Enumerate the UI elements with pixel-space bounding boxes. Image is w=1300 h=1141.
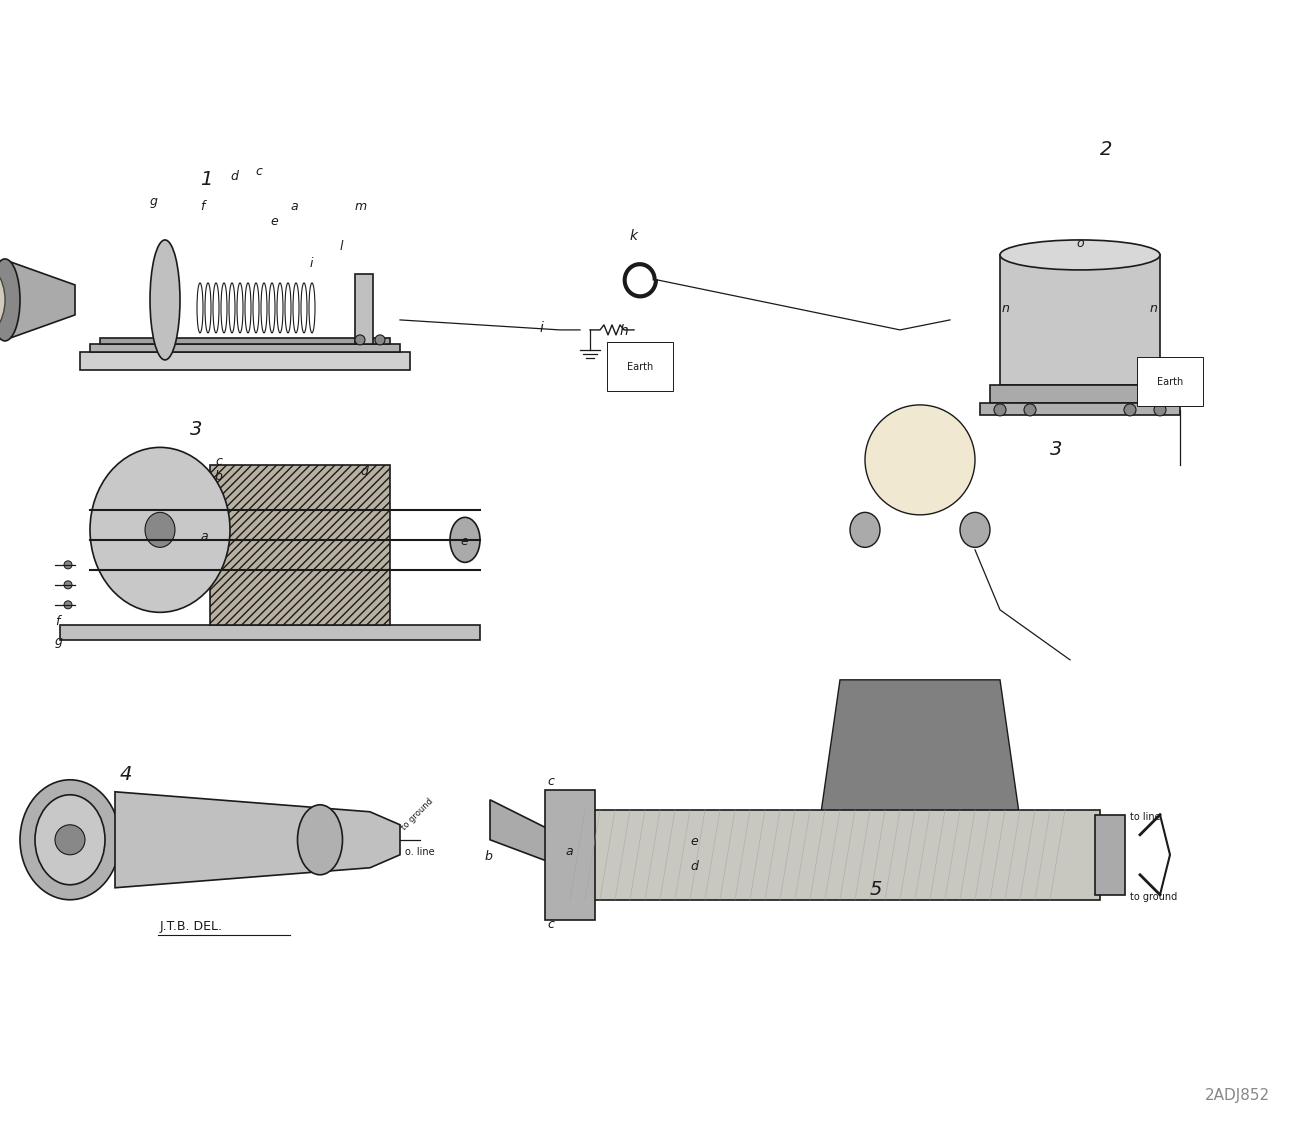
Text: f: f	[200, 200, 204, 213]
Text: g: g	[55, 634, 62, 648]
Text: J.T.B. DEL.: J.T.B. DEL.	[160, 920, 224, 932]
Ellipse shape	[90, 447, 230, 613]
Bar	[100, 338, 390, 343]
Text: a: a	[200, 529, 208, 543]
Text: to ground: to ground	[400, 796, 436, 832]
Ellipse shape	[20, 779, 120, 900]
Text: f: f	[55, 615, 60, 628]
Ellipse shape	[959, 512, 991, 548]
Text: 2ADJ852: 2ADJ852	[1205, 1089, 1270, 1103]
Ellipse shape	[298, 804, 342, 875]
Text: c: c	[214, 455, 222, 468]
Bar	[1000, 254, 1160, 385]
Ellipse shape	[450, 517, 480, 563]
Polygon shape	[490, 800, 569, 869]
Text: e: e	[270, 215, 278, 228]
Polygon shape	[5, 260, 75, 340]
Circle shape	[1124, 404, 1136, 415]
Bar	[60, 625, 480, 640]
Circle shape	[355, 335, 365, 345]
Ellipse shape	[0, 259, 20, 341]
Bar	[991, 385, 1170, 403]
Circle shape	[864, 405, 975, 515]
Text: 5: 5	[870, 880, 883, 899]
Text: to line: to line	[1130, 811, 1161, 822]
Text: i: i	[309, 257, 313, 270]
Text: a: a	[290, 200, 298, 213]
Text: k: k	[630, 229, 638, 243]
Circle shape	[1154, 404, 1166, 415]
Circle shape	[374, 335, 385, 345]
Circle shape	[64, 581, 72, 589]
Circle shape	[1024, 404, 1036, 415]
Circle shape	[994, 404, 1006, 415]
Text: d: d	[690, 860, 698, 873]
Circle shape	[64, 561, 72, 569]
Text: e: e	[460, 535, 468, 548]
Text: a: a	[566, 844, 572, 858]
Text: l: l	[341, 240, 343, 253]
Text: d: d	[230, 170, 238, 183]
Circle shape	[64, 601, 72, 609]
Text: b: b	[485, 850, 493, 863]
Ellipse shape	[146, 512, 176, 548]
Bar	[211, 464, 390, 625]
Bar	[355, 274, 373, 343]
Text: 4: 4	[120, 764, 133, 784]
Bar	[569, 810, 1100, 900]
Ellipse shape	[150, 240, 179, 359]
Text: o. line: o. line	[406, 847, 434, 857]
Circle shape	[55, 825, 84, 855]
Text: 3: 3	[1050, 440, 1062, 459]
Polygon shape	[114, 792, 400, 888]
Text: c: c	[547, 775, 554, 787]
Bar	[980, 403, 1180, 415]
Text: c: c	[255, 165, 261, 178]
Text: g: g	[150, 195, 157, 208]
Text: Earth: Earth	[1157, 377, 1183, 387]
Text: 1: 1	[200, 170, 212, 189]
Text: alamy: alamy	[30, 1075, 181, 1117]
Text: 3: 3	[190, 420, 203, 439]
Text: Earth: Earth	[627, 362, 653, 372]
Text: d: d	[360, 464, 368, 478]
Text: o: o	[1076, 237, 1084, 250]
Bar	[1095, 815, 1124, 895]
Text: h: h	[620, 324, 629, 338]
Text: to ground: to ground	[1130, 892, 1178, 901]
Bar	[545, 790, 595, 920]
Text: m: m	[355, 200, 367, 213]
Text: e: e	[690, 835, 698, 848]
Text: n: n	[1150, 302, 1158, 315]
Bar	[90, 343, 400, 351]
Ellipse shape	[1000, 240, 1160, 270]
Ellipse shape	[35, 795, 105, 884]
Text: n: n	[1002, 302, 1010, 315]
Text: 2: 2	[1100, 140, 1113, 159]
Ellipse shape	[850, 512, 880, 548]
Text: i: i	[540, 321, 543, 335]
Text: c: c	[547, 917, 554, 931]
Bar	[81, 351, 410, 370]
Text: b: b	[214, 470, 222, 483]
Polygon shape	[820, 680, 1020, 819]
Ellipse shape	[0, 260, 5, 340]
